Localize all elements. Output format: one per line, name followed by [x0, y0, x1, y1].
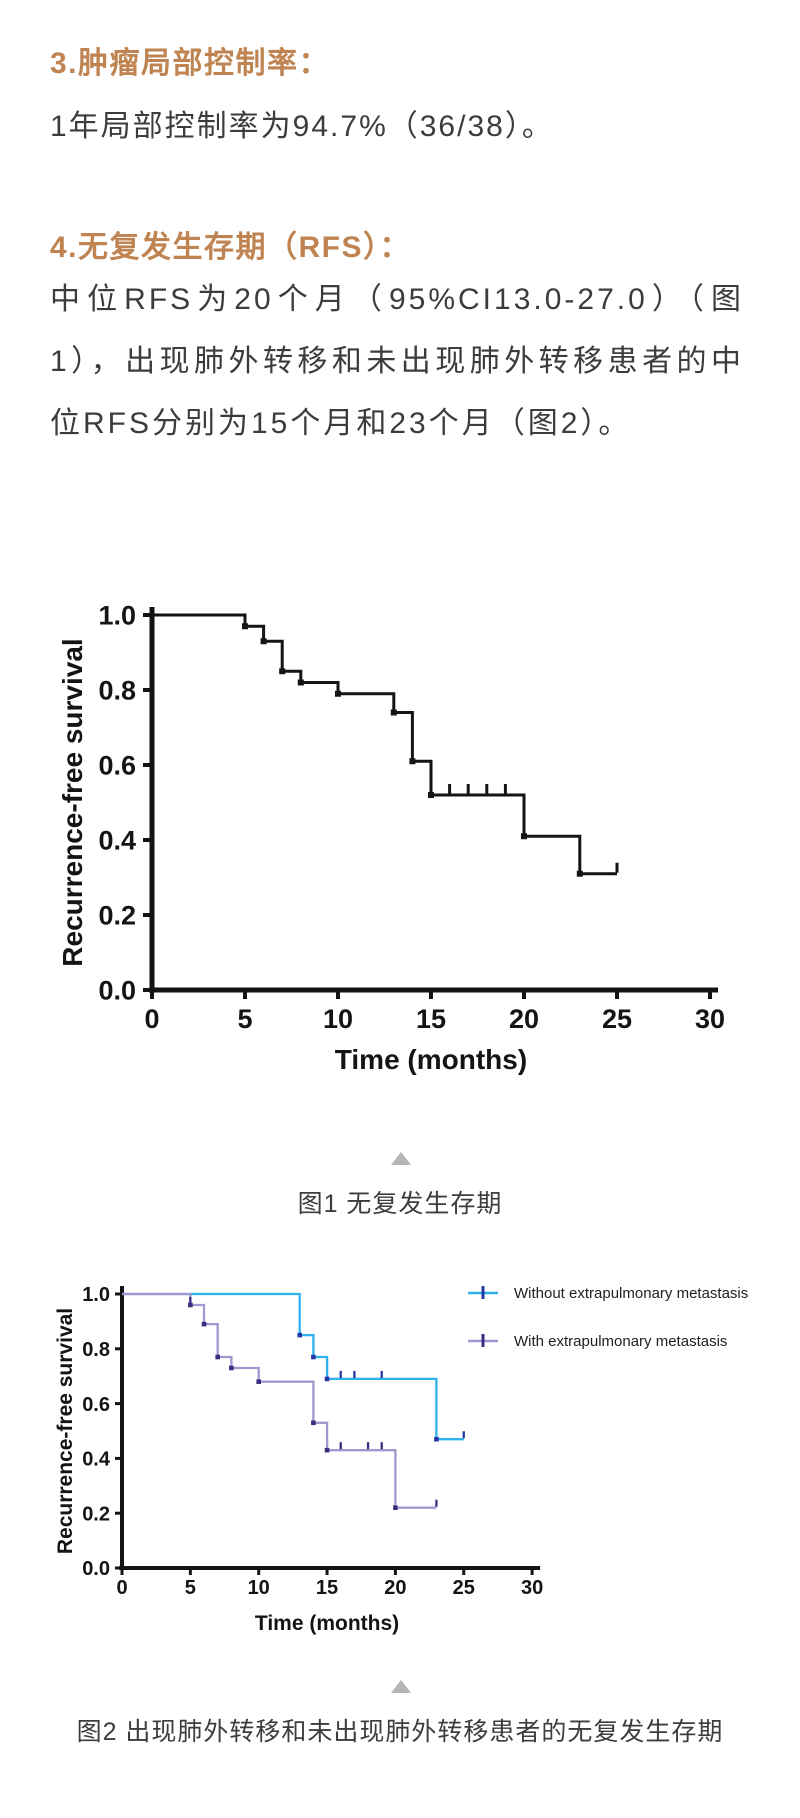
- svg-text:0.4: 0.4: [98, 826, 136, 856]
- section-4-body: 中位RFS为20个月（95%CI13.0-27.0）（图1），出现肺外转移和未出…: [50, 283, 744, 440]
- event-and-censor-markers: [242, 623, 619, 877]
- svg-text:30: 30: [521, 1577, 543, 1599]
- legend-label: With extrapulmonary metastasis: [514, 1333, 727, 1350]
- event-and-censor-markers: [297, 1332, 465, 1442]
- rfs-km-chart: 0 5 10 15 20 25 30 0.0 0.2 0.4 0.6 0.8 1.0 Time (mont…: [57, 601, 725, 1075]
- axis-labels: 0 5 10 15 20 25 30 0.0 0.2 0.4 0.6 0.8 1.0 Time (mont…: [54, 1284, 543, 1635]
- figure2-caption: 图2 出现肺外转移和未出现肺外转移患者的无复发生存期: [76, 1718, 724, 1746]
- svg-text:0.8: 0.8: [82, 1339, 110, 1361]
- y-axis-label: Recurrence-free survival: [57, 638, 88, 966]
- svg-text:1.0: 1.0: [98, 601, 136, 631]
- svg-text:0.0: 0.0: [98, 976, 136, 1006]
- tick-marks: [143, 613, 712, 999]
- svg-text:1.0: 1.0: [82, 1284, 110, 1306]
- svg-text:0.8: 0.8: [98, 676, 136, 706]
- svg-text:5: 5: [185, 1577, 196, 1599]
- rfs-by-metastasis-km-chart: 0 5 10 15 20 25 30 0.0 0.2 0.4 0.6 0.8 1.0 Time (mont…: [54, 1284, 748, 1635]
- svg-text:0.2: 0.2: [82, 1503, 110, 1525]
- svg-text:10: 10: [323, 1004, 353, 1034]
- svg-text:15: 15: [316, 1577, 338, 1599]
- svg-text:15: 15: [416, 1004, 446, 1034]
- svg-text:5: 5: [237, 1004, 252, 1034]
- figure1-triangle-icon: [391, 1152, 411, 1165]
- tick-marks: [115, 1292, 534, 1575]
- km-curve: [122, 1292, 437, 1509]
- section-3-heading: 3.肿瘤局部控制率：: [50, 47, 331, 80]
- legend-label: Without extrapulmonary metastasis: [514, 1285, 748, 1302]
- axes: [149, 607, 718, 993]
- figure1-caption: 图1 无复发生存期: [297, 1190, 503, 1218]
- svg-text:25: 25: [602, 1004, 632, 1034]
- figure2-triangle-icon: [391, 1680, 411, 1693]
- svg-text:0.6: 0.6: [98, 751, 136, 781]
- axis-labels: 0 5 10 15 20 25 30 0.0 0.2 0.4 0.6 0.8 1.0 Time (mont…: [57, 601, 725, 1075]
- svg-text:0.2: 0.2: [98, 901, 136, 931]
- y-axis-label: Recurrence-free survival: [54, 1308, 77, 1554]
- x-axis-label: Time (months): [255, 1612, 399, 1635]
- x-axis-label: Time (months): [335, 1044, 527, 1075]
- svg-text:0.6: 0.6: [82, 1394, 110, 1416]
- km-curve: [122, 1292, 464, 1441]
- svg-text:20: 20: [509, 1004, 539, 1034]
- section-3-body: 1年局部控制率为94.7%（36/38）。: [50, 110, 554, 143]
- svg-text:30: 30: [695, 1004, 725, 1034]
- svg-text:0: 0: [144, 1004, 159, 1034]
- km-curve: [152, 613, 617, 876]
- svg-text:20: 20: [384, 1577, 406, 1599]
- svg-text:10: 10: [248, 1577, 270, 1599]
- axes: [119, 1286, 541, 1570]
- section-4-heading: 4.无复发生存期（RFS）：: [50, 231, 412, 264]
- svg-text:0: 0: [116, 1577, 127, 1599]
- svg-text:0.4: 0.4: [82, 1449, 111, 1471]
- svg-text:0.0: 0.0: [82, 1558, 110, 1580]
- event-and-censor-markers: [188, 1296, 438, 1511]
- svg-text:25: 25: [453, 1577, 475, 1599]
